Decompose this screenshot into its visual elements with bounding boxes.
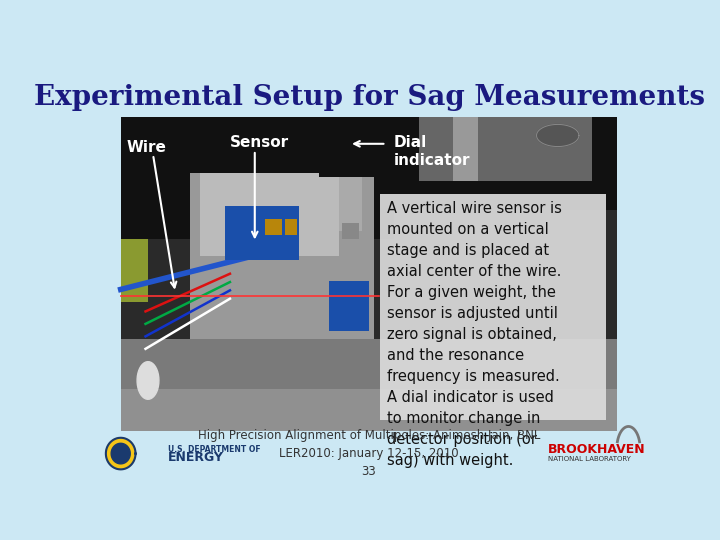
Bar xyxy=(454,117,478,181)
Bar xyxy=(394,117,617,210)
Bar xyxy=(121,117,394,239)
Text: Dial
indicator: Dial indicator xyxy=(394,136,470,168)
Text: High Precision Alignment of Multipoles: Animesh Jain, BNL
LER2010: January 12-15: High Precision Alignment of Multipoles: … xyxy=(198,429,540,478)
Text: NATIONAL LABORATORY: NATIONAL LABORATORY xyxy=(547,456,631,462)
Bar xyxy=(200,173,339,256)
Bar xyxy=(190,173,374,389)
Bar xyxy=(320,117,384,177)
Text: A vertical wire sensor is
mounted on a vertical
stage and is placed at
axial cen: A vertical wire sensor is mounted on a v… xyxy=(387,201,562,468)
Text: Experimental Setup for Sag Measurements: Experimental Setup for Sag Measurements xyxy=(34,84,704,111)
Bar xyxy=(339,117,361,231)
Bar xyxy=(121,239,148,302)
Polygon shape xyxy=(536,124,579,146)
Bar xyxy=(329,281,369,331)
Bar xyxy=(121,117,617,431)
Bar xyxy=(121,339,617,431)
Polygon shape xyxy=(106,438,135,469)
Text: Wire: Wire xyxy=(126,140,166,154)
Polygon shape xyxy=(111,443,130,464)
Bar xyxy=(225,206,300,260)
Bar xyxy=(342,223,359,239)
Bar xyxy=(265,219,282,235)
Text: U.S. DEPARTMENT OF: U.S. DEPARTMENT OF xyxy=(168,445,261,454)
Bar xyxy=(284,219,297,235)
Bar xyxy=(121,389,617,431)
Text: Sensor: Sensor xyxy=(230,136,289,151)
Text: BROOKHAVEN: BROOKHAVEN xyxy=(547,443,645,456)
Bar xyxy=(380,194,606,420)
Bar xyxy=(418,117,593,181)
Text: ENERGY: ENERGY xyxy=(168,451,224,464)
Polygon shape xyxy=(137,362,159,399)
